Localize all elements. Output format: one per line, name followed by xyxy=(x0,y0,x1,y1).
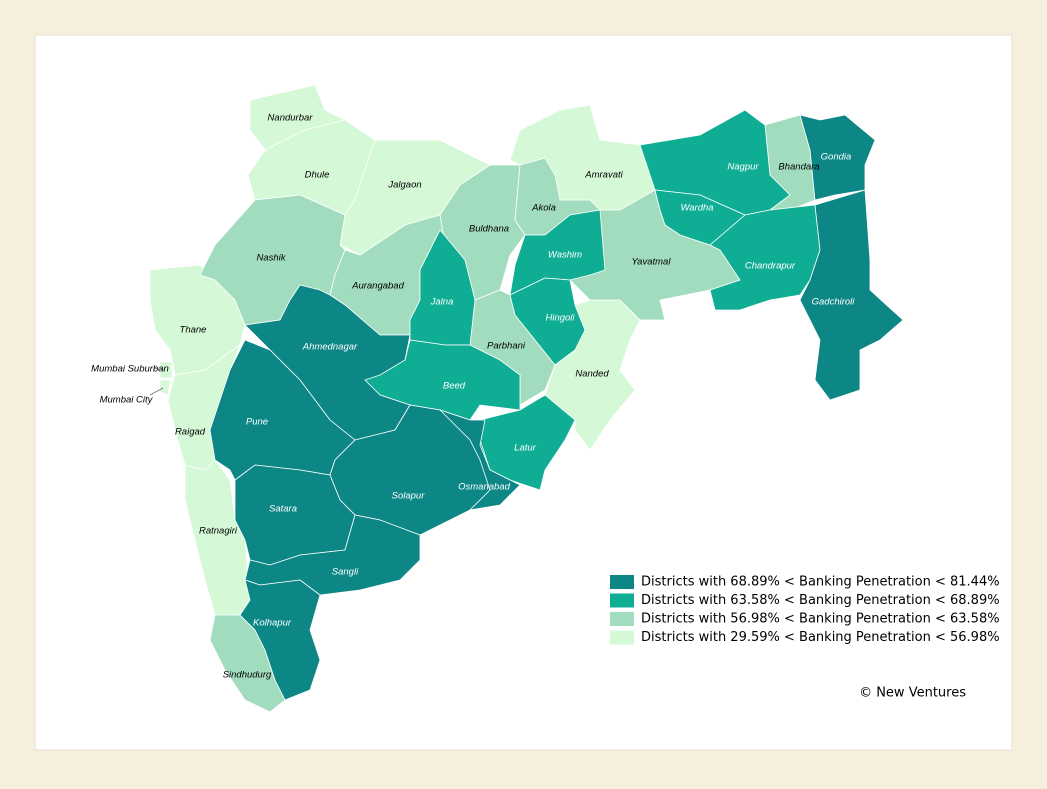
district-label: Kolhapur xyxy=(253,618,292,629)
district xyxy=(439,409,521,511)
district-label: Satara xyxy=(269,504,297,515)
district xyxy=(239,579,321,701)
district-label: Yavatmal xyxy=(632,257,672,268)
district-label: Nashik xyxy=(256,253,286,264)
legend-label: Districts with 56.98% < Banking Penetrat… xyxy=(641,612,1000,627)
leader-line xyxy=(152,367,166,371)
legend-label: Districts with 29.59% < Banking Penetrat… xyxy=(641,630,1000,645)
district-label: Solapur xyxy=(392,491,426,502)
district-label: Parbhani xyxy=(487,341,526,352)
district xyxy=(654,189,746,246)
district-label: Washim xyxy=(548,250,582,261)
district xyxy=(799,114,876,201)
districts xyxy=(149,84,904,713)
district-label: Aurangabad xyxy=(351,281,404,292)
district-label: Gondia xyxy=(821,152,852,163)
legend-swatch xyxy=(610,575,634,589)
district-label: Raigad xyxy=(175,427,206,438)
district-label: Nanded xyxy=(575,369,609,380)
district-label: Dhule xyxy=(305,170,330,181)
legend-label: Districts with 68.89% < Banking Penetrat… xyxy=(641,575,1000,590)
district-label: Beed xyxy=(443,381,466,392)
district xyxy=(509,277,586,366)
district xyxy=(159,361,173,379)
district-label: Sangli xyxy=(332,567,359,578)
district-label: Nandurbar xyxy=(268,113,314,124)
leader-line xyxy=(149,387,164,396)
district-label: Chandrapur xyxy=(745,261,796,272)
district-label: Buldhana xyxy=(469,224,509,235)
district-label: Mumbai Suburban xyxy=(91,364,169,375)
district xyxy=(799,189,904,401)
legend: Districts with 68.89% < Banking Penetrat… xyxy=(610,575,1000,645)
district-label: Gadchiroli xyxy=(812,297,856,308)
legend-label: Districts with 63.58% < Banking Penetrat… xyxy=(641,593,1000,608)
district-label: Thane xyxy=(180,325,207,336)
district-label: Pune xyxy=(246,417,268,428)
district xyxy=(159,379,171,396)
district-label: Wardha xyxy=(680,203,713,214)
legend-swatch xyxy=(610,593,634,608)
district-label: Amravati xyxy=(584,170,623,181)
district xyxy=(509,209,606,296)
legend-swatch xyxy=(610,612,634,626)
district-label: Mumbai City xyxy=(100,395,154,406)
district-label: Jalgaon xyxy=(387,180,421,191)
credit: © New Ventures xyxy=(859,686,966,701)
district-label: Hingoli xyxy=(545,313,575,324)
district-label: Sindhudurg xyxy=(223,670,272,681)
district-label: Ratnagiri xyxy=(199,526,238,537)
district-label: Latur xyxy=(514,443,536,454)
district-label: Nagpur xyxy=(727,162,759,173)
district-label: Bhandara xyxy=(778,162,819,173)
legend-swatch xyxy=(610,630,634,645)
district-label: Jalna xyxy=(430,297,454,308)
district-label: Osmanabad xyxy=(458,482,510,493)
district-labels: Nandurbar Dhule Jalgaon Amravati Thane Mumbai… xyxy=(91,113,855,681)
district-label: Akola xyxy=(531,203,556,214)
district-label: Ahmednagar xyxy=(302,342,358,353)
